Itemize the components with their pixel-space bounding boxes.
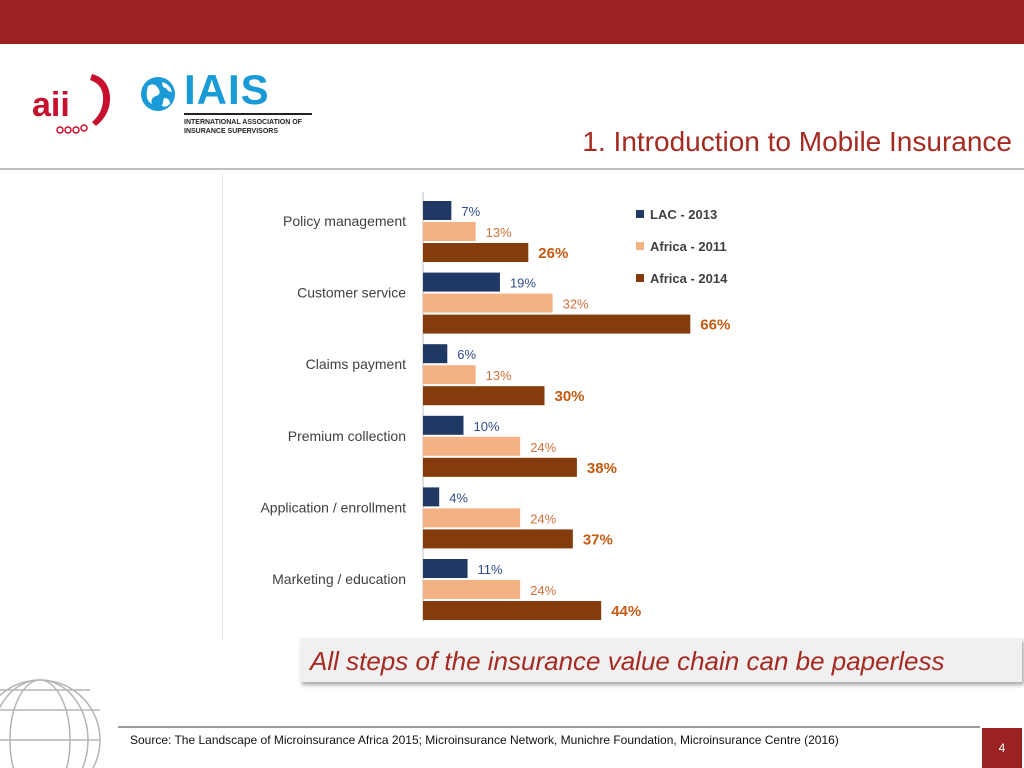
bar-africa-2014 [423, 601, 602, 620]
bar-africa-2011 [423, 580, 521, 599]
category-label: Claims payment [306, 356, 406, 372]
phone-cord-icon [56, 126, 64, 134]
data-label: 37% [583, 531, 613, 548]
iais-subtitle-line: INTERNATIONAL ASSOCIATION OF [184, 119, 302, 126]
legend-swatch [636, 242, 644, 250]
bar-africa-2014 [423, 457, 577, 477]
phone-cord-icon [80, 124, 88, 132]
bar-africa-2011 [423, 365, 476, 385]
data-label: 24% [530, 583, 556, 598]
bar-africa-2014 [423, 386, 545, 406]
legend-swatch [636, 210, 644, 218]
iais-logo-subtitle: INTERNATIONAL ASSOCIATION OF INSURANCE S… [184, 118, 324, 136]
bar-lac-2013 [423, 201, 452, 220]
data-label: 38% [587, 460, 617, 477]
category-label: Premium collection [288, 428, 406, 444]
aii-logo-text: aii [32, 86, 70, 124]
data-label: 26% [538, 245, 568, 262]
data-label: 4% [449, 490, 468, 505]
slide-title: 1. Introduction to Mobile Insurance [582, 126, 1012, 157]
data-label: 13% [486, 368, 512, 383]
data-label: 13% [486, 225, 512, 240]
globe-icon [141, 77, 175, 111]
phone-handset-icon [90, 74, 111, 126]
footer-divider [118, 726, 980, 728]
data-label: 30% [555, 388, 585, 405]
globe-watermark-icon [0, 679, 101, 768]
bar-africa-2011 [423, 293, 553, 313]
data-label: 24% [530, 440, 556, 455]
bar-africa-2014 [423, 314, 691, 334]
bar-africa-2011 [423, 436, 521, 456]
iais-subtitle-line: INSURANCE SUPERVISORS [184, 128, 279, 135]
aii-logo-graphic: aii [32, 74, 111, 134]
page-number: 4 [982, 728, 1022, 768]
data-label: 24% [530, 511, 556, 526]
top-banner [0, 0, 1024, 44]
title-divider [0, 168, 1024, 170]
data-label: 6% [457, 347, 476, 362]
bar-chart: Policy management 7% 13% 26% Customer servic… [260, 192, 730, 622]
iais-logo-text: IAIS [184, 66, 270, 113]
bar-africa-2011 [423, 508, 521, 528]
category-label: Application / enrollment [260, 499, 406, 515]
data-label: 10% [474, 419, 500, 434]
bar-lac-2013 [423, 272, 500, 292]
legend-entry: Africa - 2014 [650, 271, 728, 286]
data-label: 19% [510, 276, 536, 291]
callout-box: All steps of the insurance value chain c… [300, 638, 1022, 682]
legend-entry: Africa - 2011 [650, 239, 727, 254]
logo-divider [184, 113, 312, 115]
phone-cord-icon [72, 126, 80, 134]
bar-lac-2013 [423, 559, 468, 578]
category-label: Customer service [297, 285, 406, 301]
callout-text: All steps of the insurance value chain c… [310, 646, 945, 676]
chart-container: Policy management 7% 13% 26% Customer servic… [222, 174, 775, 640]
data-label: 7% [461, 204, 480, 219]
data-label: 66% [700, 317, 730, 334]
bar-africa-2014 [423, 243, 529, 262]
source-note: Source: The Landscape of Microinsurance … [130, 733, 839, 747]
legend-swatch [636, 274, 644, 282]
data-label: 44% [611, 603, 641, 620]
data-label: 11% [478, 562, 503, 577]
bar-lac-2013 [423, 344, 448, 364]
iais-logo: IAIS INTERNATIONAL ASSOCIATION OF INSURA… [138, 66, 318, 144]
bar-africa-2014 [423, 529, 573, 549]
aii-logo: aii [30, 68, 122, 140]
legend-entry: LAC - 2013 [650, 207, 717, 222]
category-label: Policy management [283, 213, 406, 229]
phone-cord-icon [64, 126, 72, 134]
bar-lac-2013 [423, 415, 464, 435]
data-label: 32% [563, 297, 589, 312]
category-label: Marketing / education [272, 571, 406, 587]
bar-africa-2011 [423, 222, 476, 241]
bar-lac-2013 [423, 487, 440, 507]
